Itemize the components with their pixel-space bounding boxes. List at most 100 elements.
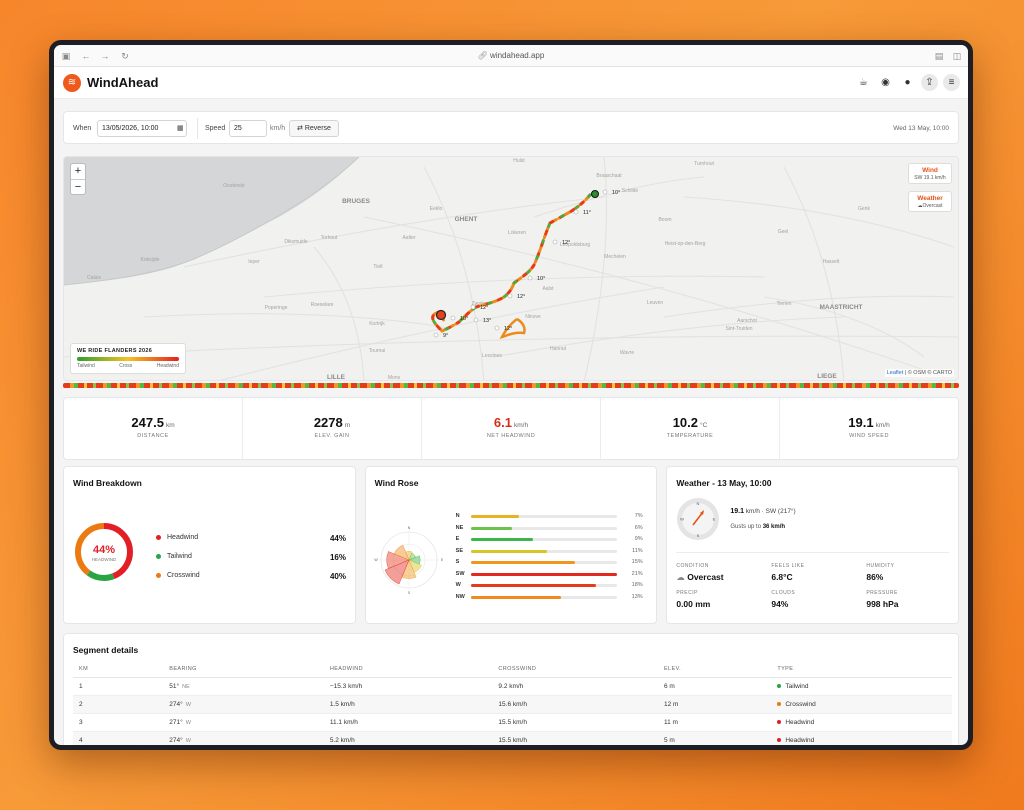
wind-overlay-box[interactable]: Wind SW 19.1 km/h (908, 163, 952, 184)
temp-marker (470, 304, 476, 310)
reader-icon[interactable]: ▤ (934, 51, 944, 61)
controls-bar: When ▦ Speed km/h ⇄ Reverse Wed 13 May, … (63, 111, 959, 144)
stat-number: 2278 (313, 415, 343, 430)
direction-pct: 18% (631, 582, 643, 588)
donut-slice-headwind (75, 523, 133, 581)
donut-slice-tailwind (75, 523, 133, 581)
stat-number: 247.5 (131, 415, 164, 430)
city-label: Zwalm (472, 301, 487, 307)
when-datetime-input[interactable] (97, 120, 187, 137)
menu-icon[interactable]: ≡ (943, 74, 960, 91)
weather-humidity: HUMIDITY 86% (866, 563, 951, 582)
city-label: Genk (858, 206, 870, 212)
zoom-in-button[interactable]: + (74, 165, 82, 177)
city-label: Schilde (622, 188, 639, 194)
stat-value: 19.1 km/h (780, 415, 958, 430)
city-label: LILLE (327, 374, 346, 381)
city-label: Oostende (223, 183, 245, 189)
forward-icon[interactable]: → (100, 51, 110, 61)
city-label: MAASTRICHT (820, 304, 863, 311)
weather-value: 0.00 mm (676, 599, 761, 609)
direction-pct: 11% (632, 547, 643, 554)
city-label: Leopoldsburg (560, 242, 591, 248)
app-name: WindAhead (87, 75, 159, 90)
city-label: Aarschot (737, 318, 757, 324)
city-label: Mons (388, 375, 401, 381)
segment-details-card: Segment details KM BEARING HEADWIND CROSSWI… (63, 633, 959, 745)
city-label: Hasselt (823, 259, 840, 265)
legend-gradient (77, 357, 179, 361)
github-icon[interactable]: ● (904, 77, 911, 88)
cell-elevation: 5 m (657, 731, 772, 745)
back-icon[interactable]: ← (81, 51, 91, 61)
wind-breakdown-card: Wind Breakdown 44% HEADWIND Headwind 44% T… (63, 466, 356, 624)
speed-input[interactable] (229, 120, 267, 137)
cell-bearing: 274° W (163, 731, 324, 745)
wind-speed-value: 19.1 (730, 508, 744, 515)
reverse-button[interactable]: ⇄ Reverse (289, 120, 339, 137)
direction-label: W (455, 582, 461, 588)
discord-icon[interactable]: ◉ (881, 77, 890, 88)
column-header: BEARING (163, 662, 324, 678)
wind-breakdown-item: Crosswind 40% (156, 572, 346, 584)
wind-rose-row-s: S 15% (456, 558, 651, 568)
city-label: GHENT (455, 216, 478, 223)
temperature-label: 10° (612, 190, 620, 196)
wind-rose-chart: N E S W (374, 526, 443, 595)
direction-label: E (455, 536, 460, 542)
wind-box-value: SW 19.1 km/h (914, 175, 946, 181)
weather-card: Weather - 13 May, 10:00 N E S W 19.1 km/… (666, 466, 960, 624)
stat-value: 2278 m (243, 415, 421, 430)
temperature-label: 10° (537, 276, 545, 282)
split-view-icon[interactable]: ◫ (952, 51, 962, 61)
attribution-text: | © OSM © CARTO (904, 370, 952, 376)
city-labels: BRUGES GHENT LILLE MAASTRICHT LIEGE Braaschaa… (87, 158, 870, 381)
weather-feels-like: FEELS LIKE 6.8°C (771, 563, 856, 582)
cell-elevation: 12 m (657, 695, 772, 714)
selected-date: Wed 13 May, 10:00 (893, 125, 949, 132)
weather-value: 86% (866, 572, 951, 582)
weather-overlay-box[interactable]: Weather ☁︎Overcast (908, 191, 952, 212)
address-bar[interactable]: 🔗︎ windahead.app (54, 51, 968, 60)
cell-crosswind: 15.5 km/h (492, 731, 658, 745)
column-header: KM (73, 662, 164, 678)
app-header: ≋ WindAhead ☕︎ ◉ ● ⇪ ≡ (54, 67, 968, 99)
share-icon[interactable]: ⇪ (921, 74, 938, 91)
zoom-out-button[interactable]: − (71, 179, 85, 194)
city-label: Koksijde (141, 257, 160, 263)
stat-unit: km/h (513, 422, 529, 429)
type-dot (777, 702, 782, 707)
coffee-icon[interactable]: ☕︎ (859, 77, 868, 88)
leaflet-link[interactable]: Leaflet (886, 370, 904, 376)
map-attribution: Leaflet | © OSM © CARTO (884, 369, 954, 377)
direction-pct: 13% (631, 593, 643, 600)
rose-compass-label: S (408, 591, 411, 595)
cell-type: Crosswind (771, 695, 952, 714)
wind-breakdown-item: Headwind 44% (156, 534, 346, 546)
link-icon: 🔗︎ (477, 51, 491, 60)
type-dot (777, 738, 782, 743)
weather-value-text: 86% (866, 572, 884, 582)
stat-unit: km (165, 422, 175, 429)
calendar-icon[interactable]: ▦ (177, 125, 184, 132)
temperature-label: 12° (517, 294, 525, 300)
city-label: Ieper (248, 259, 260, 265)
bar-fill (470, 572, 617, 576)
direction-label: SE (455, 547, 464, 554)
reload-icon[interactable]: ↻ (121, 51, 129, 61)
zoom-control: + − (70, 163, 86, 195)
route-map[interactable]: BRUGES GHENT LILLE MAASTRICHT LIEGE Braaschaa… (63, 156, 959, 381)
donut-center-label: HEADWIND (92, 557, 117, 562)
temp-marker (507, 293, 513, 299)
cell-bearing: 51° NE (163, 677, 324, 696)
weather-value-text: 998 hPa (866, 599, 899, 609)
stat-label: WIND SPEED (849, 433, 889, 439)
sidebar-toggle-icon[interactable]: ▣ (61, 51, 71, 61)
weather-value: 94% (771, 599, 856, 609)
direction-label: NE (455, 524, 464, 531)
wind-rose-row-se: SE 11% (456, 547, 651, 557)
weather-key: PRESSURE (866, 590, 898, 596)
cell-bearing: 271° W (163, 713, 324, 732)
map-canvas[interactable]: BRUGES GHENT LILLE MAASTRICHT LIEGE Braaschaa… (64, 157, 959, 381)
stat-wind-speed: 19.1 km/h WIND SPEED (779, 398, 958, 459)
